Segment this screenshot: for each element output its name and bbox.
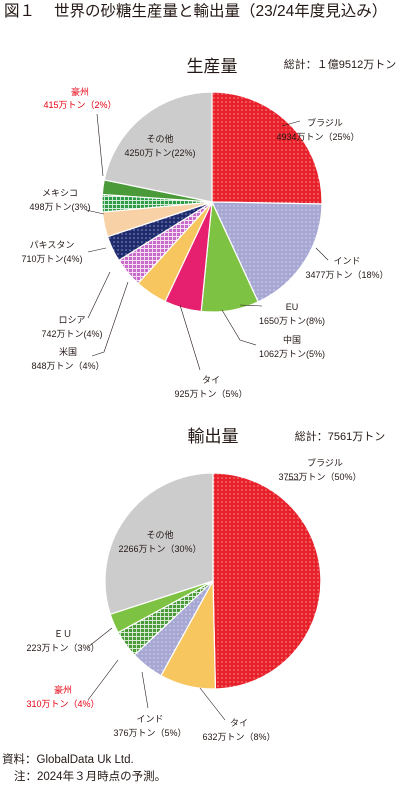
leader-line — [221, 309, 257, 346]
slice-label-name: メキシコ — [42, 188, 78, 198]
slice-label-name: タイ — [202, 375, 220, 385]
slice-label-value: 2266万トン（30%） — [118, 544, 201, 554]
pie-total: 総計：7561万トン — [295, 429, 385, 443]
leader-line — [239, 304, 263, 307]
slice-label-value: 223万トン（3%） — [26, 643, 99, 653]
leader-line — [179, 304, 201, 371]
slice-label-value: 4934万トン（25%） — [276, 132, 359, 142]
slice-label-value: 848万トン（4%） — [31, 361, 104, 371]
pie-slice-pattern — [212, 202, 322, 302]
leader-line — [87, 247, 107, 253]
slice-label-value: 415万トン（2%） — [43, 100, 116, 110]
slice-label-name: 豪州 — [71, 86, 89, 97]
leader-line — [281, 120, 301, 127]
slice-label-name: EU — [286, 302, 299, 312]
slice-label-name: ＥＵ — [54, 629, 72, 639]
leader-line — [96, 113, 104, 177]
slice-label-value: 1062万トン(5%) — [259, 349, 325, 359]
leader-line — [141, 671, 149, 709]
slice-label-name: 豪州 — [54, 684, 72, 695]
pie-slice-pattern — [213, 473, 321, 689]
slice-label-name: ブラジル — [307, 457, 343, 468]
source-line: 資料：GlobalData Uk Ltd. — [2, 754, 134, 766]
pie-slice-pattern — [134, 581, 213, 676]
slice-label-name: インド — [136, 714, 163, 724]
slice-label-value: 710万トン(4%) — [21, 254, 82, 264]
note-line: 注：2024年３月時点の予測。 — [14, 771, 167, 783]
pie-slice — [104, 472, 214, 615]
slice-label-value: 632万トン（8%） — [202, 732, 275, 742]
slice-label-value: 3753万トン（50%） — [278, 472, 361, 482]
pie-title: 輸出量 — [188, 427, 239, 446]
figure-title-text: 世界の砂糖生産量と輸出量（23/24年度見込み） — [54, 3, 388, 20]
slice-label-name: パキスタン — [30, 240, 75, 250]
pie-slice-pattern — [212, 92, 322, 204]
slice-label-name: ブラジル — [307, 117, 343, 128]
leader-line — [87, 627, 113, 648]
pie-slice-pattern — [118, 581, 213, 656]
leader-line — [87, 659, 119, 701]
pie-slice — [103, 91, 213, 203]
slice-label-value: 498万トン(3%) — [29, 202, 90, 212]
leader-line — [87, 271, 111, 319]
slice-label-value: 4250万トン(22%) — [124, 148, 195, 158]
slice-label-value: 310万トン（4%） — [26, 699, 99, 709]
slice-label-name: ロシア — [58, 315, 85, 325]
slice-label-value: 1650万トン(8%) — [259, 316, 325, 326]
slice-label-name: タイ — [230, 718, 248, 728]
slice-label-value: 742万トン(4%) — [41, 329, 102, 339]
pie-title: 生産量 — [187, 57, 238, 76]
slice-label-value: 3477万トン（18%） — [305, 270, 388, 280]
figure-title: 図１ 世界の砂糖生産量と輸出量（23/24年度見込み） — [4, 2, 416, 22]
leader-line — [199, 687, 226, 721]
slice-label-value: 925万トン（5%） — [174, 389, 247, 399]
pie-total: 総計：１億9512万トン — [284, 57, 396, 71]
leader-line — [85, 209, 105, 215]
slice-label-name: 米国 — [59, 346, 77, 357]
slice-label-value: 376万トン（5%） — [113, 728, 186, 738]
slice-label-name: 中国 — [283, 334, 301, 345]
leader-line — [91, 281, 129, 357]
pie-slice-pattern — [107, 202, 212, 261]
slice-label-name: インド — [333, 256, 360, 266]
leader-line — [315, 247, 329, 261]
source-note: 資料：GlobalData Uk Ltd. 注：2024年３月時点の予測。 — [2, 752, 166, 786]
pie-slice-pattern — [101, 194, 212, 213]
figure-number: 図１ — [4, 3, 36, 20]
pie-slice-pattern — [118, 202, 212, 284]
slice-label-name: その他 — [146, 133, 173, 144]
slice-label-name: その他 — [146, 529, 173, 540]
